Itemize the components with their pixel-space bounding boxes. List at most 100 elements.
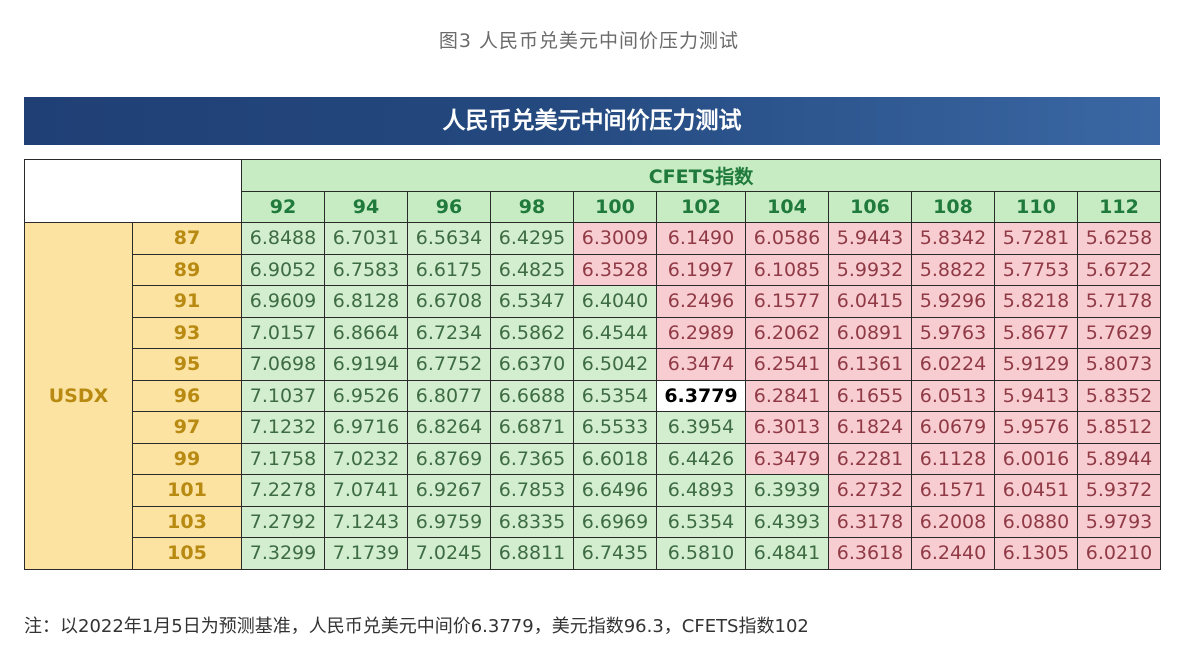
value-cell: 6.7435 [573,537,657,570]
value-cell: 6.1305 [994,537,1078,570]
value-cell: 6.2440 [911,537,995,570]
value-cell: 6.8335 [490,505,574,538]
value-cell: 7.1243 [324,505,408,538]
value-cell: 6.4393 [745,505,829,538]
value-cell: 7.1037 [241,379,325,412]
value-cell: 5.9576 [994,411,1078,444]
value-cell: 6.9194 [324,348,408,381]
value-cell: 5.8073 [1076,348,1162,381]
value-cell: 6.2989 [656,316,746,349]
value-cell: 6.2732 [828,474,912,507]
value-cell: 6.0016 [994,442,1078,475]
value-cell: 5.9296 [911,285,995,318]
value-cell: 6.0224 [911,348,995,381]
value-cell: 5.9129 [994,348,1078,381]
value-cell: 6.6175 [407,253,491,286]
value-cell: 5.8512 [1076,411,1162,444]
value-cell: 6.9759 [407,505,491,538]
value-cell: 5.8677 [994,316,1078,349]
value-cell: 7.0245 [407,537,491,570]
value-cell: 5.9763 [911,316,995,349]
value-cell: 7.0698 [241,348,325,381]
value-cell: 7.0157 [241,316,325,349]
value-cell: 6.6708 [407,285,491,318]
column-header-cfets-106: 106 [828,190,912,223]
header-row-columns: 92 94 96 98 100 102 104 106 108 110 112 [25,190,1162,223]
value-cell: 7.1739 [324,537,408,570]
value-cell: 6.3479 [745,442,829,475]
column-header-cfets-98: 98 [490,190,574,223]
column-header-cfets-112: 112 [1076,190,1162,223]
value-cell: 6.9609 [241,285,325,318]
corner-cell [24,159,242,223]
value-cell: 6.6871 [490,411,574,444]
column-header-cfets-110: 110 [994,190,1078,223]
value-cell: 6.2062 [745,316,829,349]
value-cell: 6.8077 [407,379,491,412]
value-cell: 6.8488 [241,222,325,255]
value-cell: 5.7178 [1076,285,1162,318]
value-cell: 5.8342 [911,222,995,255]
value-cell: 6.5347 [490,285,574,318]
value-cell: 6.4893 [656,474,746,507]
value-cell: 6.8264 [407,411,491,444]
value-cell: 6.3013 [745,411,829,444]
value-cell: 6.5042 [573,348,657,381]
table-row: 96 7.1037 6.9526 6.8077 6.6688 6.5354 6.3779 6.… [25,379,1162,412]
value-cell: 6.5354 [573,379,657,412]
value-cell: 6.2541 [745,348,829,381]
value-cell: 6.8769 [407,442,491,475]
value-cell: 6.0451 [994,474,1078,507]
table-row: 91 6.9609 6.8128 6.6708 6.5347 6.4040 6.2496 6.… [25,285,1162,318]
value-cell: 5.9413 [994,379,1078,412]
value-cell: 6.2281 [828,442,912,475]
row-header-usdx-105: 105 [132,537,242,570]
value-cell: 6.4825 [490,253,574,286]
column-header-cfets-104: 104 [745,190,829,223]
value-cell: 6.4544 [573,316,657,349]
value-cell: 6.1128 [911,442,995,475]
value-cell: 6.0586 [745,222,829,255]
value-cell: 6.6018 [573,442,657,475]
base-value-cell: 6.3779 [656,379,746,412]
table-row: 97 7.1232 6.9716 6.8264 6.6871 6.5533 6.3954 6.… [25,411,1162,444]
value-cell: 6.5533 [573,411,657,444]
value-cell: 6.8128 [324,285,408,318]
table-row: 105 7.3299 7.1739 7.0245 6.8811 6.7435 6.5810 6… [25,537,1162,570]
footnote: 注：以2022年1月5日为预测基准，人民币兑美元中间价6.3779，美元指数96… [24,616,809,637]
value-cell: 6.1361 [828,348,912,381]
value-cell: 7.0232 [324,442,408,475]
value-cell: 6.2496 [656,285,746,318]
table-row: 103 7.2792 7.1243 6.9759 6.8335 6.6969 6.5354 6… [25,505,1162,538]
value-cell: 7.0741 [324,474,408,507]
row-header-usdx-103: 103 [132,505,242,538]
value-cell: 6.2008 [911,505,995,538]
value-cell: 6.4426 [656,442,746,475]
value-cell: 5.8352 [1076,379,1162,412]
value-cell: 5.6258 [1076,222,1162,255]
value-cell: 6.7583 [324,253,408,286]
value-cell: 6.0210 [1076,537,1162,570]
value-cell: 5.7753 [994,253,1078,286]
row-header-usdx-95: 95 [132,348,242,381]
value-cell: 6.1577 [745,285,829,318]
value-cell: 6.3528 [573,253,657,286]
value-cell: 6.7234 [407,316,491,349]
column-header-cfets-100: 100 [573,190,657,223]
value-cell: 6.5354 [656,505,746,538]
value-cell: 6.3618 [828,537,912,570]
value-cell: 5.6722 [1076,253,1162,286]
table-row: USDX 87 6.8488 6.7031 6.5634 6.4295 6.3009 6.14… [24,222,1162,570]
value-cell: 6.6496 [573,474,657,507]
value-cell: 6.0513 [911,379,995,412]
value-cell: 6.3178 [828,505,912,538]
value-cell: 6.5810 [656,537,746,570]
value-cell: 5.8822 [911,253,995,286]
value-cell: 6.4295 [490,222,574,255]
value-cell: 6.4040 [573,285,657,318]
value-cell: 6.1490 [656,222,746,255]
cfets-index-header: CFETS指数 [240,159,1162,192]
table-row: 101 7.2278 7.0741 6.9267 6.7853 6.6496 6.4893 6… [25,474,1162,507]
value-cell: 5.9793 [1076,505,1162,538]
value-cell: 6.9052 [241,253,325,286]
